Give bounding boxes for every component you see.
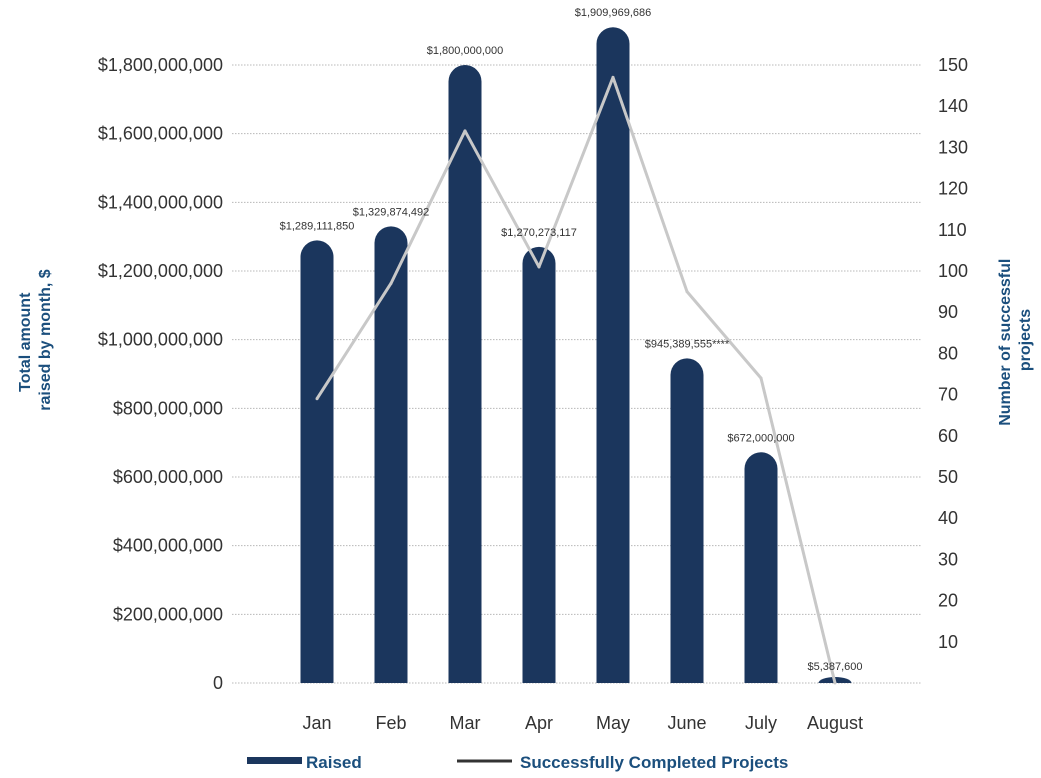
right-axis-title-line-1: Number of successful <box>997 259 1014 426</box>
projects-line <box>315 75 837 684</box>
bar <box>448 65 482 683</box>
bar <box>374 226 408 683</box>
projects-line-point <box>611 75 615 79</box>
y-right-tick-label: 10 <box>938 632 958 652</box>
legend-raised-swatch <box>247 757 302 764</box>
y-right-tick-label: 140 <box>938 96 968 116</box>
label-layer: $1,289,111,850 $1,329,874,492 $1,800,000,0… <box>280 7 863 673</box>
y-right-tick-label: 150 <box>938 55 968 75</box>
x-tick-label: Jan <box>302 713 331 733</box>
line-layer <box>315 75 837 685</box>
projects-line-point <box>759 376 763 380</box>
bar-value-label: $1,289,111,850 <box>280 220 355 232</box>
x-tick-label: Feb <box>375 713 406 733</box>
y-left-tick-label: $1,800,000,000 <box>98 55 223 75</box>
x-tick-label: July <box>745 713 777 733</box>
left-axis-title-line-1: Total amount <box>17 292 34 392</box>
y-left-tick-label: $1,000,000,000 <box>98 330 223 350</box>
y-left-tick-label: $400,000,000 <box>113 536 223 556</box>
projects-line-point <box>463 129 467 133</box>
projects-line-point <box>315 397 319 401</box>
x-tick-label: Mar <box>450 713 481 733</box>
y-right-tick-label: 40 <box>938 508 958 528</box>
y-right-tick-label: 20 <box>938 591 958 611</box>
x-tick-label: Apr <box>525 713 553 733</box>
y-right-tick-label: 60 <box>938 426 958 446</box>
projects-line-point <box>833 681 837 685</box>
y-right-tick-label: 80 <box>938 343 958 363</box>
bar <box>300 240 334 683</box>
grid-layer <box>232 64 922 684</box>
right-axis-title-line-2: projects <box>1017 309 1034 371</box>
legend: Raised Successfully Completed Projects <box>247 753 788 772</box>
y-right-tick-label: 130 <box>938 137 968 157</box>
y-left-tick-label: $600,000,000 <box>113 467 223 487</box>
y-left-tick-label: $1,200,000,000 <box>98 261 223 281</box>
projects-line-point <box>537 265 541 269</box>
bar <box>744 452 778 683</box>
bar <box>522 246 556 683</box>
bar-layer <box>300 27 852 684</box>
y-left-tick-label: $1,400,000,000 <box>98 192 223 212</box>
y-left-tick-label: $800,000,000 <box>113 398 223 418</box>
right-axis-title: Number of successful projects <box>997 254 1034 426</box>
bar-value-label: $1,909,969,686 <box>575 7 651 19</box>
y-left-tick-label: $200,000,000 <box>113 604 223 624</box>
bar-value-label: $5,387,600 <box>807 661 862 673</box>
legend-projects-label: Successfully Completed Projects <box>520 753 788 772</box>
bar-value-label: $1,800,000,000 <box>427 45 503 57</box>
y-right-tick-label: 100 <box>938 261 968 281</box>
projects-line-point <box>685 290 689 294</box>
x-tick-label: August <box>807 713 863 733</box>
axis-layer: 0 $200,000,000 $400,000,000 $600,000,000 $80… <box>98 55 968 733</box>
bar-value-label: $1,329,874,492 <box>353 206 429 218</box>
bar-value-label: $945,389,555**** <box>645 338 730 350</box>
bar <box>596 27 630 684</box>
y-left-tick-label: $1,600,000,000 <box>98 124 223 144</box>
bar-value-label: $672,000,000 <box>727 432 794 444</box>
legend-raised-label: Raised <box>306 753 362 772</box>
y-right-tick-label: 120 <box>938 179 968 199</box>
y-right-tick-label: 70 <box>938 385 958 405</box>
x-tick-label: June <box>667 713 706 733</box>
left-axis-title: Total amount raised by month, $ <box>17 269 54 410</box>
left-axis-title-line-2: raised by month, $ <box>37 269 54 410</box>
projects-line-point <box>389 281 393 285</box>
y-right-tick-label: 90 <box>938 302 958 322</box>
bar-value-label: $1,270,273,117 <box>501 227 577 239</box>
x-tick-label: May <box>596 713 630 733</box>
y-right-tick-label: 50 <box>938 467 958 487</box>
y-right-tick-label: 30 <box>938 549 958 569</box>
bar <box>670 358 704 683</box>
y-right-tick-label: 110 <box>938 220 967 240</box>
y-left-tick-label: 0 <box>213 673 223 693</box>
